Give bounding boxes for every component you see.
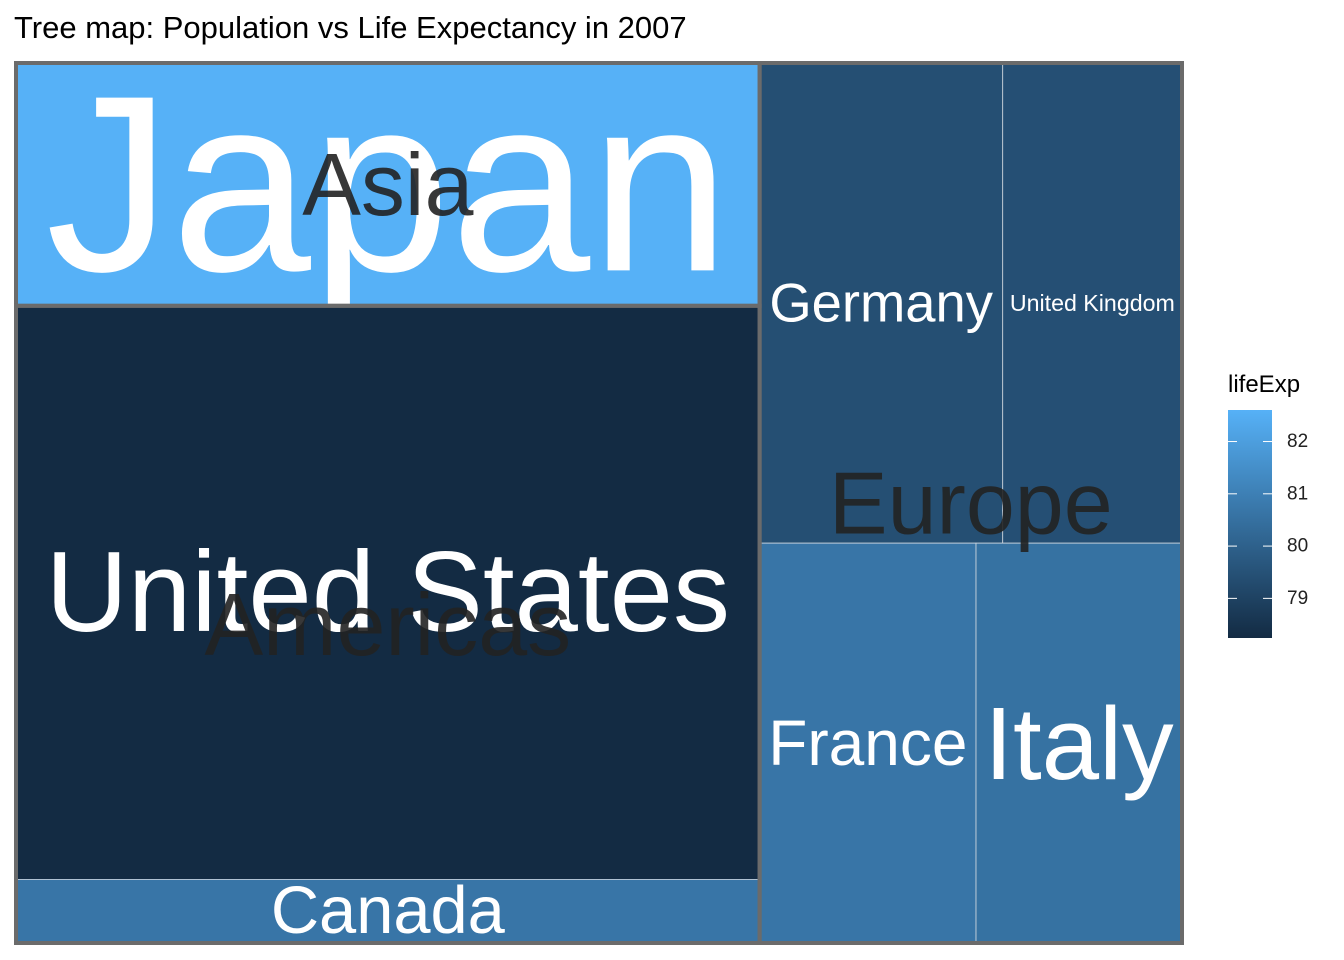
tile <box>15 62 761 307</box>
tile <box>975 542 1183 944</box>
country-label: France <box>768 707 967 779</box>
country-label: Italy <box>984 685 1174 801</box>
group-label: Americas <box>204 575 571 674</box>
tile <box>759 62 1004 544</box>
tile <box>15 878 761 944</box>
legend-tick-label: 81 <box>1287 483 1308 504</box>
country-label: Japan <box>46 44 730 324</box>
colorbar <box>1228 410 1272 638</box>
legend-tick-label: 79 <box>1287 588 1308 609</box>
chart-title: Tree map: Population vs Life Expectancy … <box>14 10 687 45</box>
legend-tick-label: 82 <box>1287 431 1308 452</box>
legend-title: lifeExp <box>1228 371 1300 398</box>
tile <box>759 542 977 944</box>
group-label: Asia <box>302 135 473 234</box>
group-labels: Asia Americas Europe <box>14 61 1184 945</box>
country-label: Germany <box>769 273 993 334</box>
country-label: United States <box>46 529 730 656</box>
legend-tick-label: 80 <box>1287 536 1308 557</box>
tile <box>1002 62 1183 544</box>
country-label: United Kingdom <box>1010 290 1175 316</box>
country-label: Canada <box>271 874 506 948</box>
group-label: Europe <box>829 454 1113 553</box>
legend: lifeExp 79 80 81 82 <box>1228 371 1308 638</box>
tiles: Japan United States Canada Germany United Ki… <box>15 44 1183 948</box>
group-border <box>757 61 1184 945</box>
tile <box>15 305 761 880</box>
